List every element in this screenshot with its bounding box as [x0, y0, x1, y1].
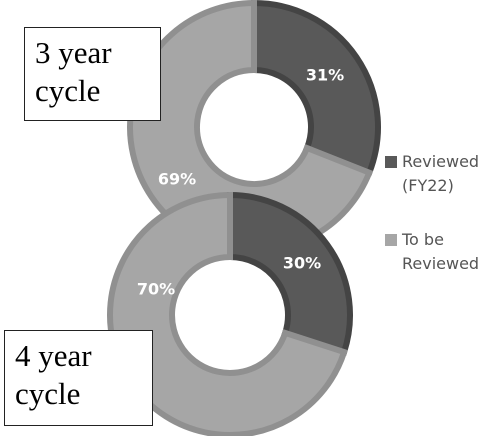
legend-label: To be Reviewed	[402, 230, 480, 273]
data-label: 69%	[158, 170, 196, 189]
donut-slice	[251, 0, 381, 177]
chart-title: 4 year cycle	[4, 330, 153, 426]
legend-item: To be Reviewed	[385, 228, 485, 276]
legend-swatch	[385, 234, 397, 246]
legend-item: Reviewed (FY22)	[385, 150, 497, 198]
legend-swatch	[385, 156, 397, 168]
legend-label: Reviewed (FY22)	[402, 152, 480, 195]
data-label: 70%	[137, 280, 175, 299]
donut-slice	[227, 191, 353, 356]
data-label: 30%	[283, 254, 321, 273]
donut-slice	[107, 191, 348, 436]
chart-title: 3 year cycle	[24, 27, 161, 121]
data-label: 31%	[306, 66, 344, 85]
